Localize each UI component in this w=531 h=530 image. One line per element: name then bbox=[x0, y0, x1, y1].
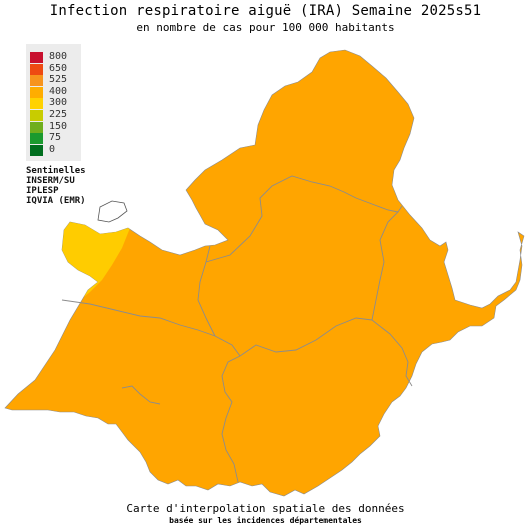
legend-swatch bbox=[30, 98, 43, 110]
legend-item: 800 bbox=[30, 51, 80, 63]
dept-border bbox=[221, 355, 241, 483]
legend-label: 75 bbox=[49, 132, 62, 144]
legend-label: 0 bbox=[49, 143, 56, 155]
source-item: IPLESP bbox=[26, 186, 59, 196]
map-title: Infection respiratoire aiguë (IRA) Semai… bbox=[49, 3, 482, 19]
dept-border bbox=[239, 317, 373, 357]
legend-label: 300 bbox=[49, 97, 68, 109]
legend-swatch bbox=[30, 144, 43, 156]
legend-swatch bbox=[30, 121, 43, 133]
dept-border bbox=[371, 205, 403, 321]
footer-subcaption: basée sur les incidences départementales bbox=[169, 516, 362, 525]
dept-border bbox=[61, 299, 241, 357]
region-fill bbox=[4, 49, 525, 497]
color-legend: 800 650 525 400 300 225 150 75 0 bbox=[26, 44, 81, 161]
legend-label: 400 bbox=[49, 85, 68, 97]
legend-swatch bbox=[30, 110, 43, 121]
legend-label: 150 bbox=[49, 120, 68, 132]
legend-item: 0 bbox=[30, 143, 80, 156]
legend-label: 800 bbox=[49, 51, 68, 62]
source-item: INSERM/SU bbox=[26, 176, 75, 186]
legend-item: 650 bbox=[30, 62, 80, 75]
dept-border bbox=[197, 245, 216, 337]
legend-label: 525 bbox=[49, 74, 68, 86]
dept-border bbox=[205, 175, 399, 263]
source-item: Sentinelles bbox=[26, 166, 86, 176]
footer-caption: Carte d'interpolation spatiale des donné… bbox=[126, 502, 405, 515]
legend-label: 650 bbox=[49, 62, 68, 74]
legend-swatch bbox=[30, 63, 43, 75]
legend-item: 225 bbox=[30, 109, 80, 121]
map-subtitle: en nombre de cas pour 100 000 habitants bbox=[136, 21, 395, 34]
legend-item: 400 bbox=[30, 85, 80, 98]
legend-swatch bbox=[30, 52, 43, 63]
legend-item: 150 bbox=[30, 120, 80, 133]
legend-swatch bbox=[30, 133, 43, 145]
sources-list: Sentinelles INSERM/SU IPLESP IQVIA (EMR) bbox=[26, 166, 86, 206]
enclave bbox=[97, 200, 128, 223]
legend-item: 300 bbox=[30, 97, 80, 110]
legend-item: 525 bbox=[30, 74, 80, 87]
dept-border bbox=[121, 385, 161, 405]
dept-border bbox=[371, 319, 413, 387]
legend-swatch bbox=[30, 86, 43, 98]
legend-label: 225 bbox=[49, 109, 68, 120]
legend-item: 75 bbox=[30, 132, 80, 145]
legend-swatch bbox=[30, 75, 43, 87]
source-item: IQVIA (EMR) bbox=[26, 196, 86, 206]
